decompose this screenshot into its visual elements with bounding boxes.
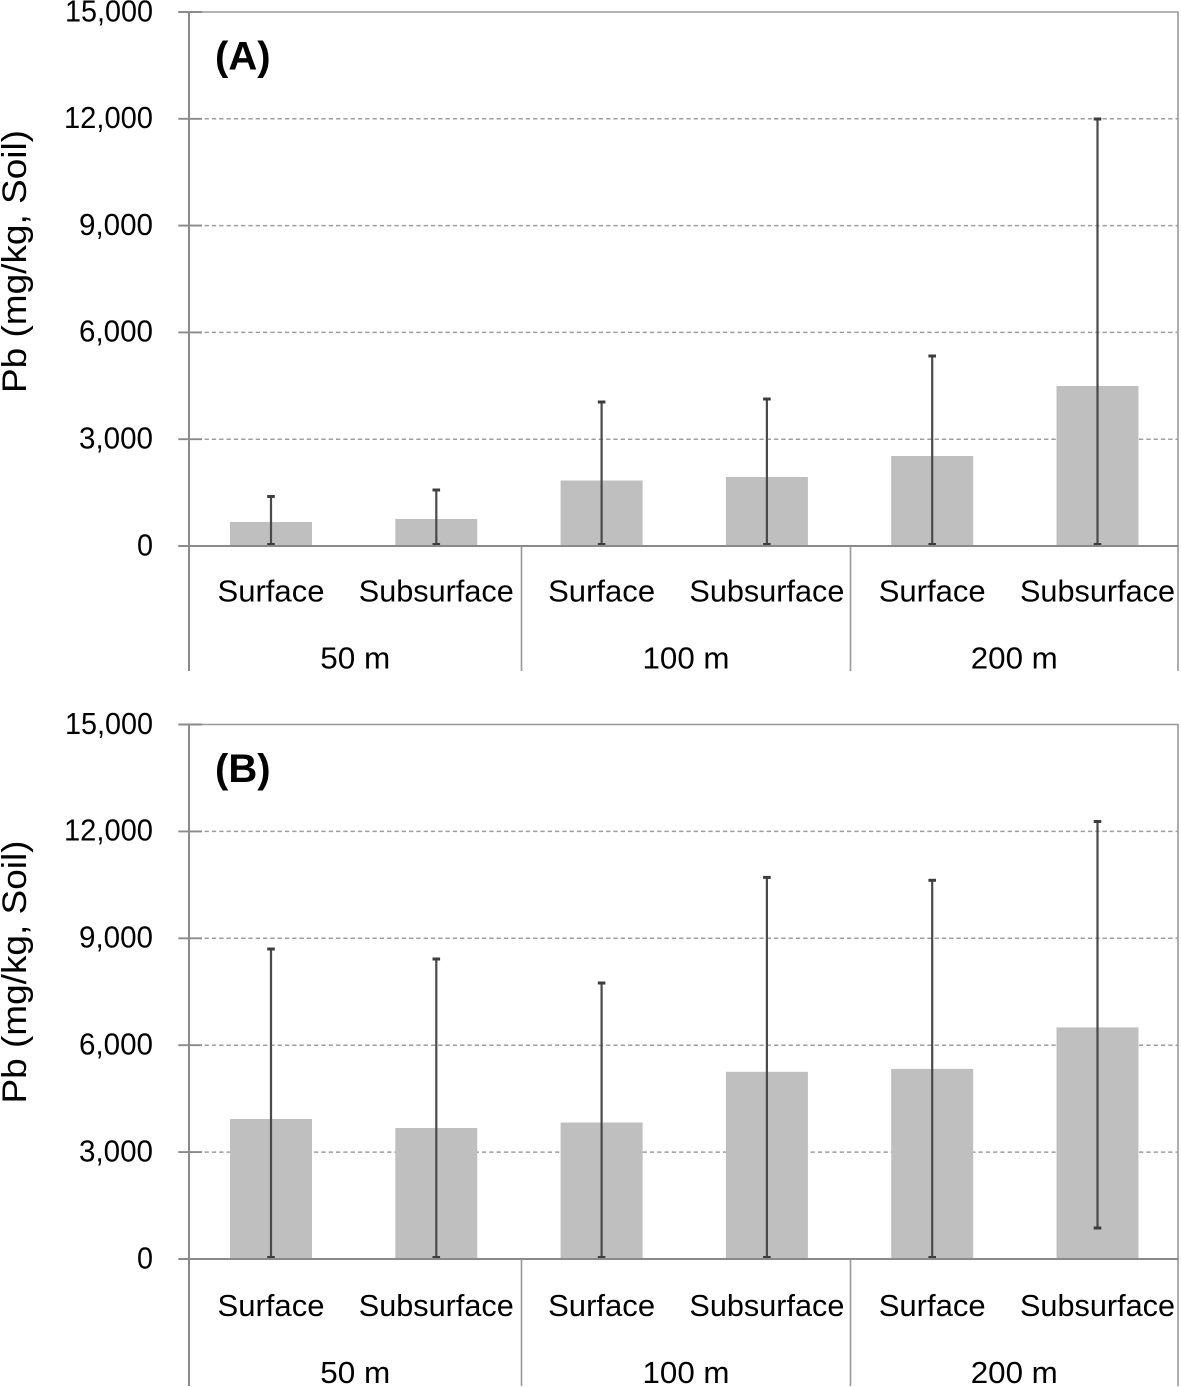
- svg-text:6,000: 6,000: [79, 1027, 153, 1062]
- svg-text:9,000: 9,000: [79, 207, 153, 242]
- svg-text:200 m: 200 m: [971, 1355, 1058, 1387]
- svg-text:0: 0: [137, 1240, 153, 1275]
- svg-text:15,000: 15,000: [65, 706, 153, 741]
- svg-text:50 m: 50 m: [320, 641, 390, 676]
- svg-text:Subsurface: Subsurface: [689, 574, 844, 609]
- svg-text:15,000: 15,000: [65, 0, 153, 28]
- svg-text:Subsurface: Subsurface: [1020, 1288, 1175, 1323]
- svg-text:12,000: 12,000: [64, 813, 153, 848]
- svg-text:0: 0: [137, 527, 153, 562]
- svg-text:Subsurface: Subsurface: [689, 1288, 844, 1323]
- svg-text:200 m: 200 m: [971, 641, 1058, 676]
- svg-text:Surface: Surface: [218, 1288, 325, 1323]
- svg-text:100 m: 100 m: [643, 641, 730, 676]
- svg-text:Subsurface: Subsurface: [359, 574, 514, 609]
- svg-text:Pb (mg/kg, Soil): Pb (mg/kg, Soil): [0, 841, 34, 1104]
- svg-text:12,000: 12,000: [64, 100, 153, 135]
- svg-text:Surface: Surface: [218, 574, 325, 609]
- svg-text:9,000: 9,000: [79, 920, 153, 955]
- svg-text:Surface: Surface: [879, 574, 986, 609]
- svg-text:Surface: Surface: [879, 1288, 986, 1323]
- svg-text:6,000: 6,000: [79, 314, 153, 349]
- svg-text:100 m: 100 m: [643, 1355, 730, 1387]
- svg-text:(B): (B): [215, 747, 271, 791]
- svg-text:Subsurface: Subsurface: [359, 1288, 514, 1323]
- svg-text:50 m: 50 m: [320, 1355, 390, 1387]
- svg-text:Surface: Surface: [548, 574, 655, 609]
- svg-text:(A): (A): [215, 35, 271, 79]
- svg-text:3,000: 3,000: [79, 1133, 153, 1168]
- svg-text:Subsurface: Subsurface: [1020, 574, 1175, 609]
- svg-text:3,000: 3,000: [79, 421, 153, 456]
- svg-text:Pb (mg/kg, Soil): Pb (mg/kg, Soil): [0, 130, 34, 393]
- svg-text:Surface: Surface: [548, 1288, 655, 1323]
